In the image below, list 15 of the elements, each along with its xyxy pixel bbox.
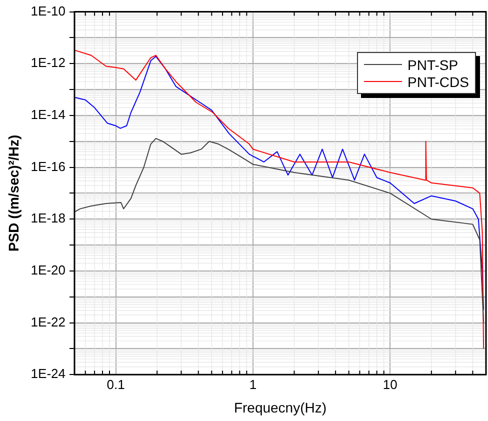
y-tick-label: 1E-10 bbox=[30, 3, 66, 18]
x-tick-label: 0.1 bbox=[106, 376, 125, 392]
y-tick-label: 1E-18 bbox=[30, 210, 66, 226]
legend-label: PNT-CDS bbox=[408, 74, 469, 90]
y-tick-label: 1E-16 bbox=[30, 158, 66, 174]
x-axis-title: Frequecny(Hz) bbox=[234, 399, 327, 416]
y-axis-title: PSD ((m/sec)²/Hz) bbox=[5, 134, 22, 252]
legend-label: PNT-SP bbox=[408, 56, 458, 72]
y-tick-label: 1E-20 bbox=[30, 262, 66, 278]
y-tick-label: 1E-22 bbox=[30, 314, 66, 330]
y-tick-label: 1E-12 bbox=[30, 55, 66, 70]
x-tick-label: 10 bbox=[382, 376, 398, 392]
x-tick-label: 1 bbox=[249, 376, 257, 392]
y-tick-label: 1E-24 bbox=[30, 366, 66, 382]
y-tick-label: 1E-14 bbox=[30, 107, 66, 122]
